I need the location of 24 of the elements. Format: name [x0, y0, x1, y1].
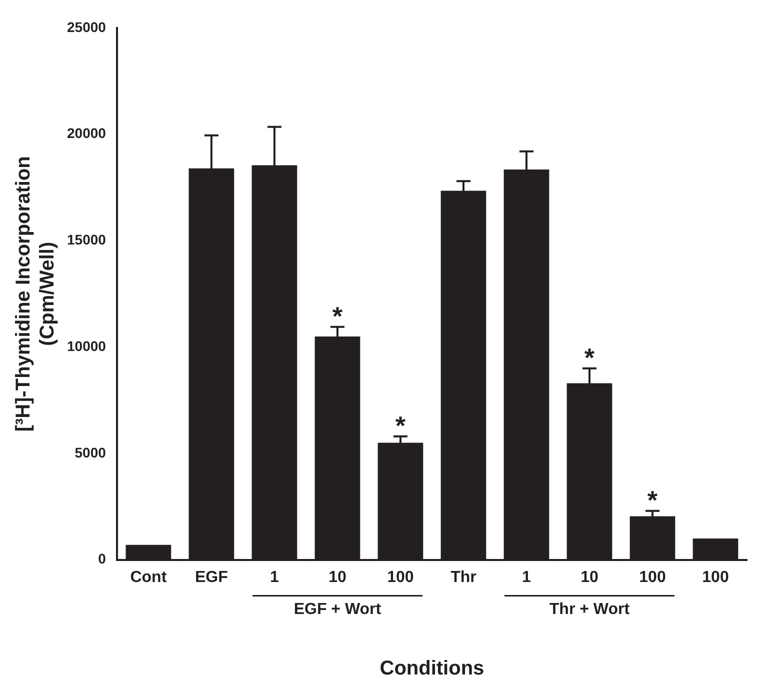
text: EGF + Wort [294, 601, 382, 618]
x-tick-label: 100 [387, 568, 414, 586]
y-tick-label: 0 [98, 550, 106, 567]
y-tick-label: 20000 [66, 125, 106, 142]
x-tick-label: 10 [580, 568, 598, 586]
data-label: * [584, 342, 596, 372]
x-tick-label: 100 [639, 568, 666, 586]
x-tick-label: 1 [522, 568, 532, 586]
x-tick-label: 100 [702, 568, 729, 586]
x-tick-label: 10 [328, 568, 346, 586]
data-label: * [395, 410, 406, 440]
y-tick-label: 25000 [66, 18, 106, 35]
y-axis-title: [³H]-Thymidine Incorporation (Cpm/Well) [12, 156, 59, 432]
text: Thr + Wort [549, 601, 630, 618]
x-tick-label: 1 [270, 568, 279, 586]
data-label: * [647, 484, 658, 515]
y-tick-label: 5000 [74, 444, 106, 460]
x-tick-label: Cont [130, 568, 168, 586]
y-tick-label: 15000 [66, 232, 106, 248]
data-label: * [332, 300, 344, 331]
y-tick-label: 10000 [66, 338, 106, 354]
x-tick-label: EGF [194, 568, 228, 586]
x-axis-title: Conditions [380, 658, 484, 680]
x-tick-label: Thr [450, 568, 476, 586]
